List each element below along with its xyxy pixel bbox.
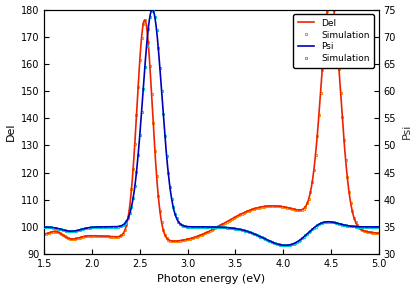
Simulation [294,208,299,211]
Legend: Del, Simulation, Psi, Simulation: Del, Simulation, Psi, Simulation [293,14,374,68]
Simulation [150,8,155,11]
Simulation [294,240,299,244]
Del [376,231,381,235]
Psi [150,8,155,11]
Line: Psi: Psi [45,10,379,245]
Simulation [239,228,244,232]
Simulation [266,239,271,242]
Psi [239,228,244,232]
Simulation [266,204,271,208]
Simulation [376,225,381,229]
Line: Simulation: Simulation [43,8,380,246]
Psi [266,239,271,242]
Simulation [193,225,198,229]
Simulation [193,235,198,238]
Simulation [283,244,288,247]
Simulation [42,232,47,236]
Del [101,234,106,238]
Line: Simulation: Simulation [43,0,380,242]
Psi [128,210,133,213]
Del [239,212,244,215]
Simulation [101,234,106,238]
Psi [294,240,299,244]
Y-axis label: Psi: Psi [402,124,412,139]
Line: Del: Del [45,0,379,241]
Del [42,232,47,236]
Simulation [376,231,381,235]
Simulation [171,239,176,243]
Del [294,208,299,211]
Simulation [128,210,133,213]
Del [193,235,198,238]
Simulation [101,225,106,229]
Psi [376,225,381,229]
Simulation [128,199,133,202]
Del [266,204,271,208]
Psi [193,225,198,229]
Del [128,199,133,202]
Psi [283,244,288,247]
Y-axis label: Del: Del [5,123,15,141]
Psi [101,225,106,229]
Psi [42,225,47,229]
X-axis label: Photon energy (eV): Photon energy (eV) [158,274,266,284]
Simulation [42,225,47,229]
Del [171,239,176,243]
Simulation [239,212,244,215]
